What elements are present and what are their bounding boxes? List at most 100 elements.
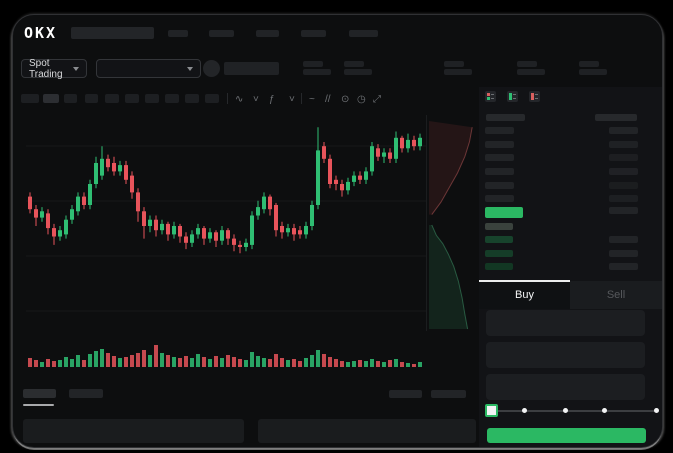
candle: [280, 226, 284, 233]
total-input-skeleton[interactable]: [486, 374, 645, 400]
candle: [394, 137, 398, 159]
interval-button-skeleton[interactable]: [145, 94, 159, 103]
candle: [418, 137, 422, 147]
candle: [214, 232, 218, 241]
interval-button-skeleton[interactable]: [21, 94, 39, 103]
amount-slider-track[interactable]: [488, 410, 658, 412]
book-bids-icon[interactable]: [507, 91, 518, 102]
volume-bar: [166, 355, 170, 367]
ask-amount-skeleton: [609, 182, 638, 189]
orders-panel-right: [258, 419, 476, 443]
nav-item-skeleton[interactable]: [209, 30, 234, 37]
volume-bar: [178, 358, 182, 367]
nav-item-skeleton[interactable]: [168, 30, 188, 37]
candle: [364, 171, 368, 180]
slider-handle[interactable]: [485, 404, 498, 417]
candle: [64, 219, 68, 235]
amount-input-skeleton[interactable]: [486, 342, 645, 368]
interval-button-skeleton[interactable]: [64, 94, 77, 103]
interval-button-skeleton[interactable]: [85, 94, 98, 103]
line-tool-icon[interactable]: ~: [309, 94, 315, 105]
slider-stop-dot[interactable]: [654, 408, 659, 413]
last-price-bar[interactable]: [485, 207, 523, 218]
stat-value-skeleton: [444, 69, 472, 75]
nav-item-skeleton[interactable]: [349, 30, 378, 37]
book-all-icon[interactable]: [485, 91, 496, 102]
volume-bar: [118, 358, 122, 367]
coin-avatar: [203, 60, 220, 77]
market-type-label: Spot Trading: [29, 57, 63, 80]
candle: [148, 219, 152, 226]
caret-down-icon[interactable]: ˅: [253, 94, 259, 105]
caret-down-icon[interactable]: ˅: [289, 94, 295, 105]
interval-button-skeleton[interactable]: [125, 94, 139, 103]
bottom-tab-skeleton[interactable]: [69, 389, 103, 398]
interval-button-skeleton[interactable]: [165, 94, 179, 103]
search-bar-skeleton[interactable]: [71, 27, 154, 39]
nav-item-skeleton[interactable]: [256, 30, 279, 37]
toolbar-divider: [227, 93, 228, 104]
camera-icon[interactable]: ⊙: [341, 94, 350, 105]
orderbook-header-skeleton: [595, 114, 637, 121]
stat-label-skeleton: [579, 61, 599, 67]
buy-submit-button[interactable]: [487, 428, 646, 443]
history-icon[interactable]: ◷: [357, 94, 366, 105]
candle: [358, 175, 362, 180]
volume-bar: [232, 357, 236, 367]
volume-bar: [406, 363, 410, 367]
stat-label-skeleton: [517, 61, 537, 67]
volume-bar: [352, 361, 356, 367]
volume-bar: [82, 360, 86, 367]
candle: [40, 211, 44, 218]
volume-bar: [274, 354, 278, 367]
stat-value-skeleton: [344, 69, 372, 75]
interval-button-skeleton[interactable]: [105, 94, 119, 103]
candle: [286, 228, 290, 233]
active-tab-underline: [23, 404, 54, 406]
fx-indicator-icon[interactable]: ƒ: [269, 94, 275, 105]
pair-dropdown[interactable]: [96, 59, 201, 78]
bottom-action-skeleton[interactable]: [431, 390, 466, 398]
depth-chart[interactable]: [426, 115, 477, 331]
book-asks-icon[interactable]: [529, 91, 540, 102]
candle: [340, 184, 344, 191]
fullscreen-icon[interactable]: ⤢: [373, 94, 381, 105]
draw-tool-icon[interactable]: //: [325, 94, 331, 105]
candlestick-chart[interactable]: [26, 115, 426, 371]
candle: [328, 158, 332, 184]
candle: [202, 228, 206, 239]
candle: [322, 146, 326, 159]
candle: [28, 196, 32, 210]
candle: [382, 152, 386, 157]
price-input-skeleton[interactable]: [486, 310, 645, 336]
interval-button-skeleton[interactable]: [43, 94, 59, 103]
volume-bar: [124, 357, 128, 367]
market-type-dropdown[interactable]: Spot Trading: [21, 57, 87, 80]
tab-sell[interactable]: Sell: [570, 281, 662, 309]
bid-price-skeleton: [485, 236, 513, 243]
slider-stop-dot[interactable]: [522, 408, 527, 413]
bottom-tab-active-skeleton[interactable]: [23, 389, 56, 398]
interval-button-skeleton[interactable]: [205, 94, 219, 103]
candle: [244, 242, 248, 247]
nav-item-skeleton[interactable]: [301, 30, 326, 37]
candle: [292, 228, 296, 235]
okx-logo[interactable]: OKX: [24, 24, 58, 42]
candle: [352, 175, 356, 182]
candle: [406, 139, 410, 149]
candle: [370, 146, 374, 172]
tab-buy[interactable]: Buy: [479, 280, 570, 309]
volume-bar: [250, 352, 254, 367]
volume-bar: [130, 355, 134, 367]
candle: [160, 223, 164, 231]
bottom-action-skeleton[interactable]: [389, 390, 422, 398]
slider-stop-dot[interactable]: [563, 408, 568, 413]
slider-stop-dot[interactable]: [602, 408, 607, 413]
candle: [298, 230, 302, 235]
candle: [190, 234, 194, 243]
zigzag-chart-type-icon[interactable]: ∿: [235, 94, 244, 105]
interval-button-skeleton[interactable]: [185, 94, 199, 103]
volume-bar: [142, 350, 146, 367]
candle: [34, 209, 38, 218]
stat-value-skeleton: [579, 69, 607, 75]
